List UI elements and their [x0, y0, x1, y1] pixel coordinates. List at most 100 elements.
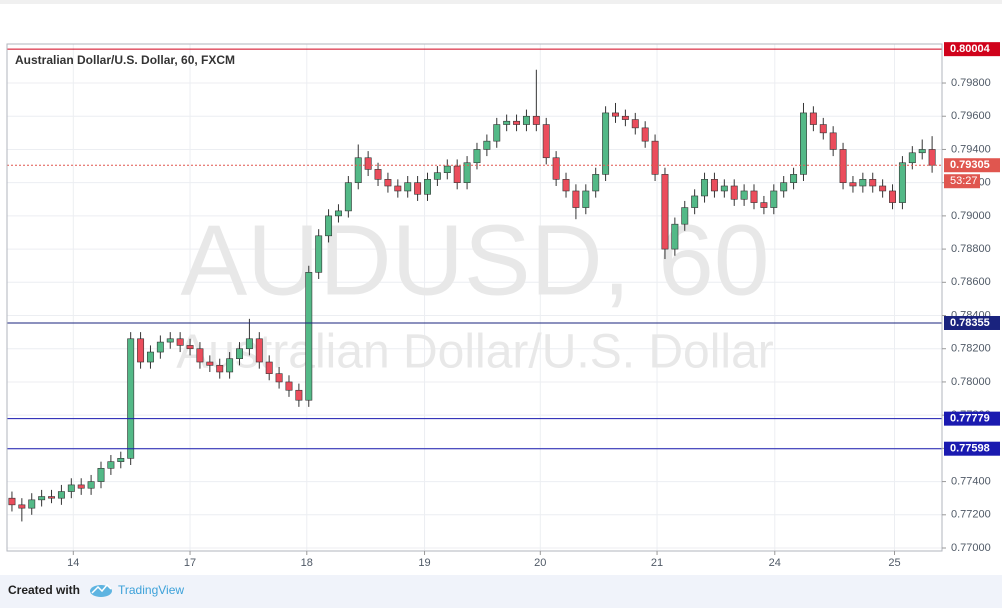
candle-body	[503, 120, 511, 125]
countdown-label: 53:27	[950, 175, 978, 187]
y-tick-label: 0.79800	[951, 77, 991, 89]
x-tick-label: 17	[184, 557, 196, 569]
candle-body	[562, 179, 570, 192]
x-tick-label: 18	[301, 557, 313, 569]
candle-body	[849, 182, 857, 187]
chart-title: Australian Dollar/U.S. Dollar, 60, FXCM	[15, 53, 235, 67]
candle-body	[196, 348, 204, 363]
candle-body	[859, 179, 867, 187]
y-tick-label: 0.77000	[951, 542, 991, 554]
candle-body	[602, 112, 610, 175]
candle-body	[483, 140, 491, 150]
candle-body	[176, 338, 184, 346]
candle-body	[730, 185, 738, 200]
candle-body	[127, 338, 135, 459]
level-label-box	[944, 315, 1000, 330]
candle-body	[710, 179, 718, 192]
candle-body	[265, 361, 273, 374]
candle-body	[186, 345, 194, 350]
x-tick-label: 21	[651, 557, 663, 569]
candle-body	[720, 185, 728, 192]
candle-body	[641, 127, 649, 142]
candle-body	[255, 338, 263, 363]
candle-body	[453, 165, 461, 183]
candle-body	[156, 341, 164, 353]
candle-body	[819, 124, 827, 134]
candle-body	[582, 190, 590, 208]
countdown-box	[944, 174, 980, 189]
candle-body	[829, 132, 837, 150]
x-tick-label: 20	[534, 557, 546, 569]
grid	[7, 44, 942, 551]
candle-body	[918, 149, 926, 154]
candle-body	[87, 481, 95, 489]
candle-body	[473, 149, 481, 164]
last-price-box	[944, 158, 1000, 173]
candle-body	[889, 190, 896, 203]
candle-body	[8, 497, 16, 506]
candle-body	[800, 112, 807, 175]
candle-body	[621, 115, 629, 120]
candle-body	[661, 174, 669, 250]
level-label: 0.78355	[950, 317, 990, 329]
candle-body	[760, 202, 768, 208]
level-label: 0.77779	[950, 413, 990, 425]
candle-body	[928, 149, 936, 166]
candle-body	[245, 338, 253, 350]
candle-body	[166, 338, 174, 343]
y-tick-label: 0.77400	[951, 475, 991, 487]
candle-body	[522, 115, 530, 125]
candle-body	[424, 179, 431, 195]
candle-body	[809, 112, 817, 125]
candle-body	[671, 223, 679, 250]
watermark-symbol: AUDUSD, 60	[180, 204, 769, 316]
candle-body	[651, 140, 659, 175]
candle-body	[839, 149, 847, 183]
y-tick-label: 0.77200	[951, 509, 991, 521]
candle-body	[295, 389, 303, 401]
candle-body	[334, 210, 342, 217]
candle-body	[404, 182, 412, 192]
candle-body	[315, 235, 323, 273]
candle-body	[57, 491, 65, 499]
x-tick-label: 25	[888, 557, 900, 569]
candle-body	[97, 467, 105, 482]
candle-body	[513, 120, 521, 125]
level-label-box	[944, 411, 1000, 426]
y-tick-label: 0.79000	[951, 210, 991, 222]
candle-body	[137, 338, 145, 363]
candle-body	[869, 179, 877, 187]
top-band	[0, 0, 1002, 4]
candle-body	[285, 381, 293, 391]
candle-body	[216, 365, 224, 373]
candle-body	[414, 182, 422, 195]
candle-body	[750, 190, 758, 203]
y-tick-label: 0.79400	[951, 143, 991, 155]
candle-body	[206, 361, 214, 366]
last-price-label: 0.79305	[950, 159, 990, 171]
candle-body	[790, 174, 798, 183]
candle-body	[780, 182, 788, 192]
level-label-box	[944, 441, 1000, 456]
candle-body	[67, 484, 75, 492]
y-tick-label: 0.79600	[951, 110, 991, 122]
y-tick-label: 0.78600	[951, 276, 991, 288]
candle-body	[532, 115, 540, 125]
candle-body	[701, 179, 709, 197]
y-tick-label: 0.78800	[951, 243, 991, 255]
candle-body	[18, 504, 26, 509]
candle-body	[552, 157, 560, 180]
candle-body	[394, 185, 402, 192]
candle-body	[38, 496, 46, 501]
candle-body	[275, 373, 283, 383]
candle-body	[117, 458, 125, 462]
candle-body	[770, 190, 778, 208]
candle-body	[77, 484, 85, 489]
candle-body	[48, 496, 55, 499]
candle-body	[908, 152, 916, 164]
candle-body	[384, 179, 392, 187]
candle-body	[107, 461, 115, 469]
